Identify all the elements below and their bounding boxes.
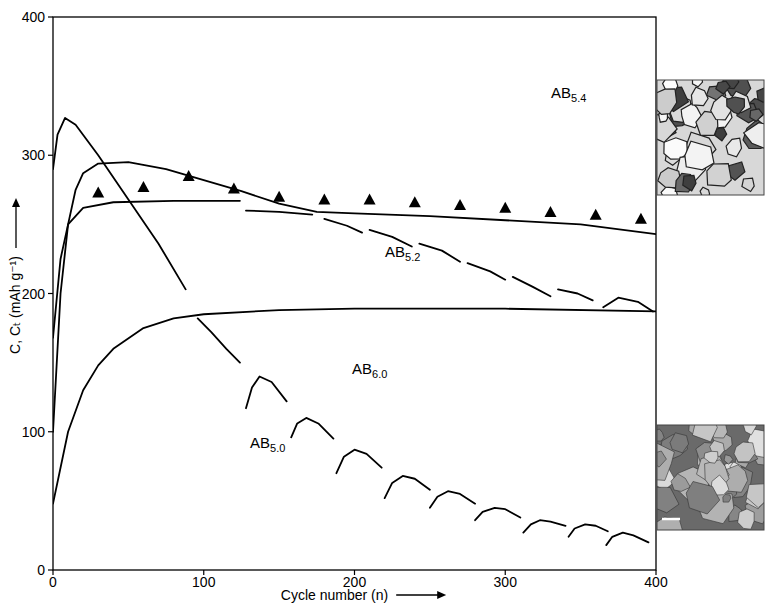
inset-grain [726,138,741,157]
inset-grain [657,517,684,530]
inset-grain [743,425,756,435]
inset-border [657,425,764,530]
inset-grain [744,123,764,148]
y-tick [48,293,53,294]
scatter-point [635,213,647,224]
scatter-point [544,206,556,217]
inset-grain [657,429,664,441]
micrograph-inset [657,425,764,530]
inset-grain [685,141,714,170]
scatter-point [318,193,330,204]
x-tick-label: 0 [49,574,57,590]
inset-grain [670,433,689,453]
y-tick-label: 0 [37,562,45,578]
y-axis-arrow [15,204,16,248]
inset-grain [734,442,755,462]
y-tick-label: 300 [22,147,46,163]
inset-grain [716,81,730,94]
inset-grain [746,484,764,508]
label-base: AB [385,243,405,260]
label-subscript: 6.0 [372,368,387,380]
x-axis-title: Cycle number (n) [281,587,388,603]
inset-grain [691,87,708,105]
inset-grain [671,474,690,492]
inset-grain [657,89,677,115]
inset-grain [657,451,666,467]
inset-grain [742,178,754,191]
inset-grain [700,187,710,195]
scatter-point [364,193,376,204]
x-tick-label: 400 [644,574,668,590]
label-subscript: 5.4 [571,92,586,104]
series-label: AB6.0 [352,360,387,380]
series-line [53,162,656,432]
inset-grain [683,175,696,191]
scatter-point [183,170,195,181]
scatter-point [137,181,149,192]
scale-bar [662,518,680,521]
series-label: AB5.2 [385,243,420,263]
series-line [53,201,653,338]
inset-grain [657,114,677,143]
y-axis-title: C, Cₜ (mAh g⁻¹) [7,256,23,354]
x-tick-label: 100 [192,574,216,590]
y-tick [48,16,53,17]
micrograph-inset [657,80,764,195]
label-base: AB [551,84,571,101]
inset-grain [664,138,687,159]
y-tick-label: 400 [22,9,46,25]
x-axis-arrow [396,594,440,595]
x-tick-label: 300 [494,574,518,590]
series-line [53,118,648,545]
inset-grain [727,97,745,114]
label-base: AB [250,434,270,451]
series-label: AB5.0 [250,434,285,454]
scatter-point [590,209,602,220]
y-tick-label: 100 [22,424,46,440]
y-tick [48,569,53,570]
scatter-point [454,199,466,210]
label-subscript: 5.2 [405,251,420,263]
scatter-point [499,202,511,213]
y-axis-arrowhead [12,198,20,207]
y-tick [48,155,53,156]
y-tick-label: 200 [22,286,46,302]
inset-grain [707,164,731,187]
chart: 01002003004000100200300400AB5.0AB5.2AB5.… [0,0,768,607]
plot-frame [53,17,656,570]
label-subscript: 5.0 [270,442,285,454]
inset-grain [757,87,764,102]
inset-border [657,80,764,195]
inset-grain [693,80,703,87]
scatter-point [228,182,240,193]
inset-grain [723,494,731,502]
y-tick [48,431,53,432]
scatter-point [273,191,285,202]
inset-grain [657,487,679,513]
inset-grain [750,109,763,121]
inset-grain [724,455,733,465]
inset-grain [675,174,695,193]
series-label: AB5.4 [551,84,586,104]
plot-area [53,118,656,545]
series-line [53,309,656,504]
inset-grain [738,509,755,529]
x-axis-arrowhead [437,591,446,599]
scatter-point [92,187,104,198]
scatter-point [409,196,421,207]
inset-grain [686,482,720,515]
inset-grain [704,451,718,463]
inset-grain [692,425,717,442]
label-base: AB [352,360,372,377]
